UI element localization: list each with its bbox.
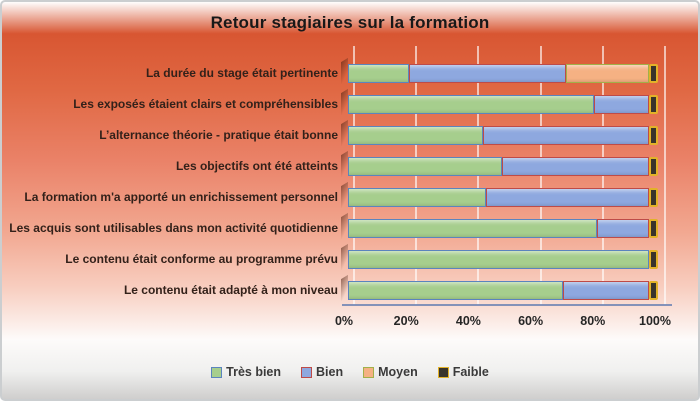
bar-segment-faible[interactable] — [648, 126, 658, 145]
legend-item-tres-bien[interactable]: Très bien — [211, 365, 281, 379]
bar-segment-faible[interactable] — [648, 219, 658, 238]
category-label: L’alternance théorie - pratique était bo… — [99, 128, 338, 142]
legend-item-moyen[interactable]: Moyen — [363, 365, 418, 379]
category-label: Le contenu était conforme au programme p… — [65, 252, 338, 266]
gridline — [664, 46, 666, 305]
bar-segment-faible[interactable] — [648, 157, 658, 176]
bar-segment-tres-bien[interactable] — [348, 219, 597, 238]
bar-row — [348, 281, 658, 300]
bar-segment-tres-bien[interactable] — [348, 95, 594, 114]
plot-area — [348, 46, 658, 305]
bar-row — [348, 64, 658, 83]
legend-label: Faible — [452, 365, 489, 379]
bar-segment-tres-bien[interactable] — [348, 250, 649, 269]
bar-segment-bien[interactable] — [501, 157, 649, 176]
category-label: Les objectifs ont été atteints — [175, 159, 338, 173]
bar-segment-faible[interactable] — [648, 95, 658, 114]
chart-title: Retour stagiaires sur la formation — [210, 13, 490, 32]
bar-segment-faible[interactable] — [648, 281, 658, 300]
bar-segment-faible[interactable] — [648, 188, 658, 207]
bar-segment-bien[interactable] — [562, 281, 649, 300]
legend-item-bien[interactable]: Bien — [301, 365, 343, 379]
category-axis: La durée du stage était pertinente Les ex… — [8, 46, 342, 305]
bar-row — [348, 157, 658, 176]
bar-row — [348, 188, 658, 207]
bar-segment-moyen[interactable] — [565, 64, 649, 83]
bar-segment-faible[interactable] — [648, 64, 658, 83]
bar-segment-tres-bien[interactable] — [348, 126, 484, 145]
category-label: Le contenu était adapté à mon niveau — [123, 283, 338, 297]
bar-segment-tres-bien[interactable] — [348, 157, 502, 176]
legend-label: Très bien — [226, 365, 282, 379]
legend: Très bien Bien Moyen Faible — [2, 365, 698, 379]
bar-segment-bien[interactable] — [486, 188, 649, 207]
legend-swatch — [301, 366, 313, 378]
bar-segment-tres-bien[interactable] — [348, 281, 563, 300]
x-axis-labels: 0% 20% 40% 60% 80% 100% — [335, 314, 671, 330]
bar-segment-faible[interactable] — [648, 250, 658, 269]
x-axis-tick-label: 80% — [580, 314, 606, 328]
x-axis-tick-label: 100% — [639, 314, 671, 328]
bar-row — [348, 219, 658, 238]
legend-swatch — [211, 366, 223, 378]
bar-segment-bien[interactable] — [593, 95, 649, 114]
legend-label: Bien — [316, 365, 344, 379]
bar-segment-tres-bien[interactable] — [348, 188, 487, 207]
category-label: Les exposés étaient clairs et compréhens… — [73, 97, 338, 111]
bar-segment-bien[interactable] — [409, 64, 566, 83]
bar-row — [348, 95, 658, 114]
legend-swatch — [363, 366, 375, 378]
category-label: Les acquis sont utilisables dans mon act… — [9, 221, 338, 235]
x-axis-line — [342, 304, 672, 306]
category-label: La formation m'a apporté un enrichisseme… — [24, 190, 338, 204]
bar-row — [348, 126, 658, 145]
bar-segment-bien[interactable] — [483, 126, 649, 145]
legend-swatch — [437, 366, 449, 378]
bar-segment-bien[interactable] — [596, 219, 649, 238]
legend-item-faible[interactable]: Faible — [437, 365, 489, 379]
category-label: La durée du stage était pertinente — [145, 66, 338, 80]
legend-label: Moyen — [378, 365, 418, 379]
x-axis-tick-label: 40% — [455, 314, 481, 328]
bar-segment-tres-bien[interactable] — [348, 64, 410, 83]
x-axis-tick-label: 0% — [334, 314, 354, 328]
x-axis-tick-label: 60% — [518, 314, 544, 328]
x-axis-tick-label: 20% — [393, 314, 419, 328]
bar-row — [348, 250, 658, 269]
